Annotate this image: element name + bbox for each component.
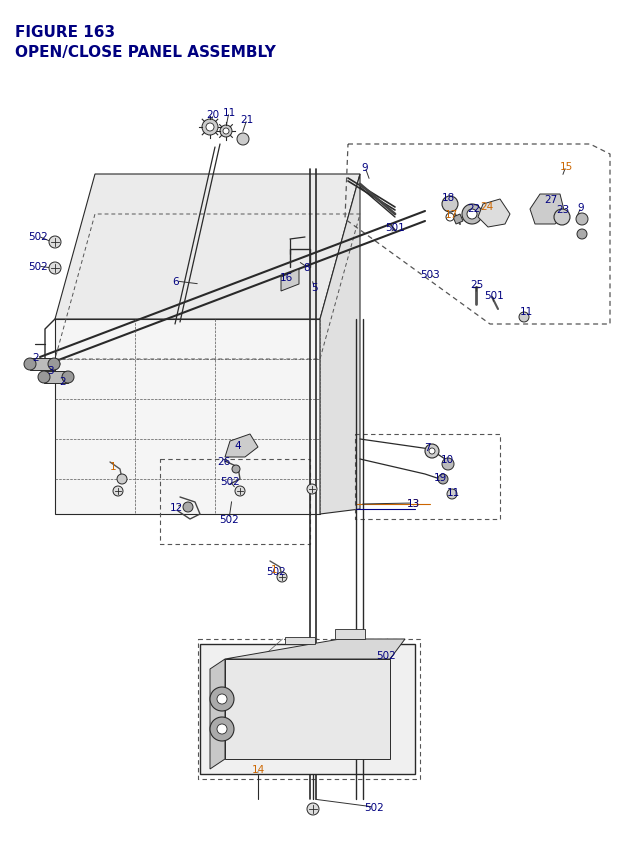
Circle shape <box>62 372 74 383</box>
Polygon shape <box>285 637 315 644</box>
Text: 8: 8 <box>304 263 310 273</box>
Text: 22: 22 <box>467 204 481 214</box>
Circle shape <box>48 358 60 370</box>
Text: 14: 14 <box>252 764 264 774</box>
Circle shape <box>206 124 214 132</box>
Circle shape <box>462 205 482 225</box>
Polygon shape <box>30 358 54 370</box>
Text: 502: 502 <box>219 514 239 524</box>
Text: OPEN/CLOSE PANEL ASSEMBLY: OPEN/CLOSE PANEL ASSEMBLY <box>15 45 276 60</box>
Circle shape <box>467 210 477 220</box>
Polygon shape <box>225 639 405 660</box>
Polygon shape <box>320 175 360 514</box>
Circle shape <box>307 485 317 494</box>
Polygon shape <box>453 214 463 225</box>
Text: 16: 16 <box>280 273 292 282</box>
Text: 1: 1 <box>271 564 277 574</box>
Circle shape <box>429 449 435 455</box>
Circle shape <box>237 133 249 146</box>
Text: 27: 27 <box>545 195 557 205</box>
Polygon shape <box>281 269 299 292</box>
Circle shape <box>220 126 232 138</box>
Polygon shape <box>210 660 225 769</box>
Circle shape <box>519 313 529 323</box>
Circle shape <box>183 503 193 512</box>
Circle shape <box>425 444 439 458</box>
Circle shape <box>117 474 127 485</box>
Circle shape <box>577 230 587 239</box>
Circle shape <box>554 210 570 226</box>
Text: 21: 21 <box>241 115 253 125</box>
Circle shape <box>442 197 458 213</box>
Text: 13: 13 <box>406 499 420 508</box>
Text: 502: 502 <box>28 232 48 242</box>
Circle shape <box>223 129 229 135</box>
Text: 501: 501 <box>385 223 405 232</box>
Polygon shape <box>200 644 415 774</box>
Circle shape <box>217 694 227 704</box>
Text: 3: 3 <box>47 366 53 375</box>
Text: 502: 502 <box>266 567 286 576</box>
Circle shape <box>202 120 218 136</box>
Circle shape <box>442 458 454 470</box>
Circle shape <box>438 474 448 485</box>
Circle shape <box>307 803 319 815</box>
Text: 7: 7 <box>424 443 430 453</box>
Text: 13: 13 <box>406 499 420 508</box>
Circle shape <box>113 486 123 497</box>
Text: 4: 4 <box>235 441 241 450</box>
Text: 26: 26 <box>218 456 230 467</box>
Polygon shape <box>55 175 360 319</box>
Text: 17: 17 <box>444 210 458 220</box>
Circle shape <box>576 214 588 226</box>
Circle shape <box>277 573 287 582</box>
Text: 9: 9 <box>362 163 368 173</box>
Text: 501: 501 <box>484 291 504 300</box>
Circle shape <box>217 724 227 734</box>
Polygon shape <box>530 195 565 225</box>
Polygon shape <box>225 435 258 457</box>
Text: 11: 11 <box>222 108 236 118</box>
Text: 24: 24 <box>481 201 493 212</box>
Text: 15: 15 <box>559 162 573 172</box>
Text: 23: 23 <box>556 205 570 214</box>
Text: 5: 5 <box>310 282 317 293</box>
Text: 11: 11 <box>520 307 532 317</box>
Text: 20: 20 <box>207 110 220 120</box>
Text: 9: 9 <box>578 202 584 213</box>
Text: 503: 503 <box>420 269 440 280</box>
Text: 1: 1 <box>109 461 116 472</box>
Circle shape <box>210 717 234 741</box>
Text: 19: 19 <box>433 473 447 482</box>
Polygon shape <box>44 372 68 383</box>
Text: 25: 25 <box>470 280 484 289</box>
Circle shape <box>210 687 234 711</box>
Polygon shape <box>335 629 365 639</box>
Text: 2: 2 <box>60 376 67 387</box>
Text: 502: 502 <box>220 476 240 486</box>
Polygon shape <box>478 200 510 228</box>
Text: 502: 502 <box>376 650 396 660</box>
Circle shape <box>38 372 50 383</box>
Circle shape <box>447 489 457 499</box>
Circle shape <box>24 358 36 370</box>
Circle shape <box>232 466 240 474</box>
Text: 12: 12 <box>170 503 182 512</box>
Circle shape <box>49 263 61 275</box>
Circle shape <box>235 486 245 497</box>
Polygon shape <box>225 660 390 759</box>
Text: 6: 6 <box>173 276 179 287</box>
Text: 10: 10 <box>440 455 454 464</box>
Circle shape <box>49 237 61 249</box>
Polygon shape <box>55 319 320 514</box>
Circle shape <box>446 214 454 222</box>
Text: 2: 2 <box>33 353 39 362</box>
Text: 502: 502 <box>364 802 384 812</box>
Text: FIGURE 163: FIGURE 163 <box>15 25 115 40</box>
Text: 18: 18 <box>442 193 454 202</box>
Text: 502: 502 <box>28 262 48 272</box>
Text: 11: 11 <box>446 487 460 498</box>
